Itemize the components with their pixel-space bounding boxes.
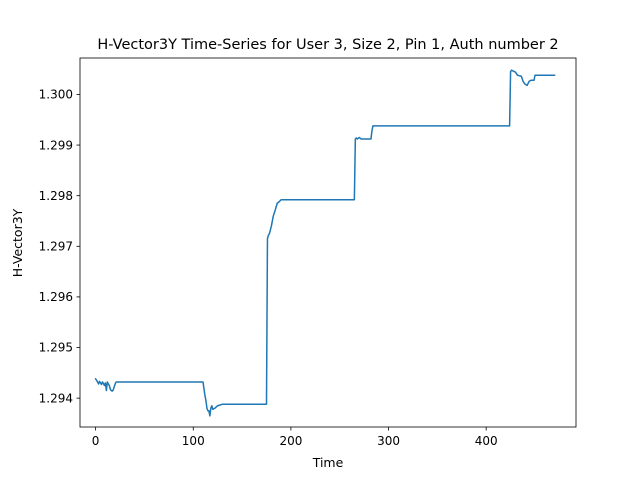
chart-title: H-Vector3Y Time-Series for User 3, Size … <box>97 37 558 53</box>
x-tick-label: 100 <box>182 434 205 448</box>
series-line-0 <box>94 69 556 417</box>
x-axis-label: Time <box>312 455 344 470</box>
y-tick-label: 1.300 <box>39 88 73 102</box>
y-axis-label: H-Vector3Y <box>10 208 25 277</box>
x-tick-label: 0 <box>92 434 100 448</box>
y-tick-label: 1.296 <box>39 290 73 304</box>
x-tick-label: 300 <box>377 434 400 448</box>
y-tick-label: 1.295 <box>39 341 73 355</box>
y-tick-label: 1.298 <box>39 189 73 203</box>
x-tick-label: 400 <box>475 434 498 448</box>
axes-frame <box>79 57 577 428</box>
x-tick-label: 200 <box>279 434 302 448</box>
y-tick-label: 1.294 <box>39 391 73 405</box>
y-tick-label: 1.299 <box>39 138 73 152</box>
plot-area: 0 100 200 300 400 1.294 1.295 1.296 1.297 1.298 1.… <box>39 57 577 448</box>
y-tick-label: 1.297 <box>39 239 73 253</box>
